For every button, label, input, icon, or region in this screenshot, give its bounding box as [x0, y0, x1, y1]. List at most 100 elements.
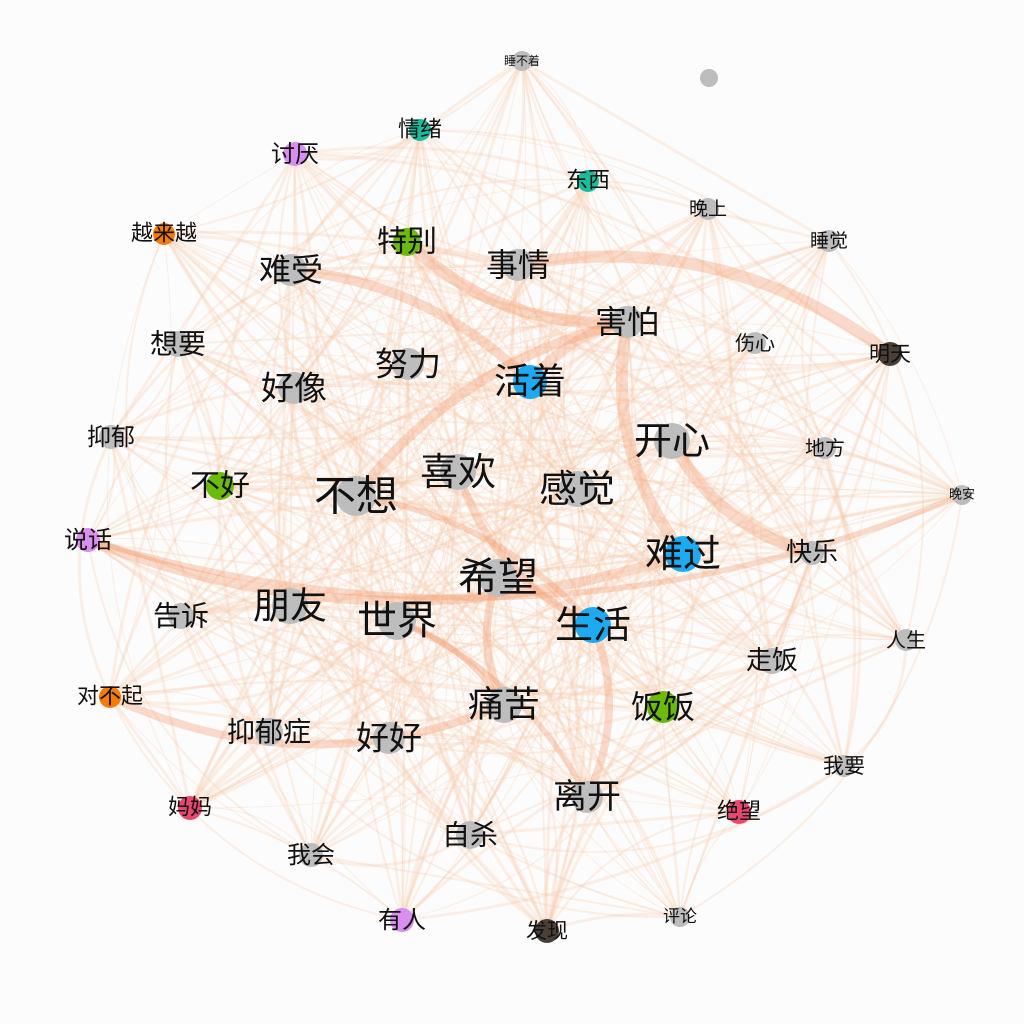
graph-edge	[707, 208, 963, 496]
graph-node-shuohua[interactable]	[76, 528, 100, 552]
graph-node-xiwang[interactable]	[479, 559, 517, 597]
graph-node-tebie[interactable]	[393, 228, 421, 256]
graph-node-shuibuzhao[interactable]	[512, 51, 532, 71]
graph-edge	[268, 488, 579, 734]
graph-node-tongku[interactable]	[486, 687, 522, 723]
graph-node-wanshang[interactable]	[697, 198, 719, 220]
graph-node-nanguo[interactable]	[665, 536, 701, 572]
node-label-duibuqi: 对不起	[77, 685, 143, 710]
graph-node-dongxi[interactable]	[577, 170, 599, 192]
graph-node-haipa[interactable]	[611, 306, 643, 338]
node-label-xihuan: 喜欢	[420, 450, 496, 494]
graph-node-gaosu[interactable]	[168, 603, 194, 629]
node-label-fanfan: 饭饭	[631, 688, 695, 726]
graph-node-duibuqi[interactable]	[99, 686, 121, 708]
graph-edge	[396, 240, 830, 622]
graph-node-juewang[interactable]	[727, 800, 751, 824]
graph-edge	[521, 60, 845, 767]
graph-node-shiqing[interactable]	[502, 249, 534, 281]
graph-edge	[292, 387, 398, 623]
graph-edge	[310, 240, 830, 856]
graph-node-isolated[interactable]	[700, 69, 718, 87]
graph-edge	[576, 434, 826, 490]
graph-edge	[592, 552, 813, 626]
graph-node-faxian[interactable]	[535, 919, 559, 943]
graph-edge	[267, 387, 296, 733]
graph-edge	[180, 264, 520, 618]
graph-edge	[177, 343, 291, 607]
graph-edge	[87, 538, 588, 799]
graph-node-shenghuo[interactable]	[575, 607, 611, 643]
graph-node-mingtian[interactable]	[878, 342, 902, 366]
graph-edge	[410, 129, 681, 918]
graph-node-wohui[interactable]	[299, 843, 323, 867]
graph-node-haohao[interactable]	[373, 722, 405, 754]
graph-node-kaixin[interactable]	[654, 423, 690, 459]
graph-node-shuijiao[interactable]	[818, 230, 840, 252]
graph-node-likai[interactable]	[571, 781, 603, 813]
graph-edge	[294, 153, 740, 813]
graph-edge	[110, 436, 681, 918]
graph-node-huozhe[interactable]	[513, 365, 547, 399]
graph-node-woyao[interactable]	[833, 755, 855, 777]
graph-node-rensheng[interactable]	[895, 629, 917, 651]
graph-edge	[290, 180, 589, 271]
graph-edge	[401, 764, 845, 922]
graph-node-pengyou[interactable]	[272, 588, 308, 624]
graph-node-xihuan[interactable]	[440, 454, 476, 490]
graph-edge	[388, 180, 589, 739]
graph-node-haoxiang[interactable]	[278, 372, 310, 404]
graph-edge	[219, 381, 531, 491]
graph-edge	[268, 208, 709, 733]
graph-edge	[529, 381, 773, 662]
graph-edge	[521, 59, 830, 243]
graph-edge	[400, 638, 907, 922]
graph-node-xiangyao[interactable]	[165, 331, 191, 357]
graph-node-taoyan[interactable]	[283, 142, 307, 166]
graph-node-youren[interactable]	[390, 908, 414, 932]
graph-edge	[289, 128, 421, 271]
graph-node-difang[interactable]	[814, 437, 836, 459]
graph-edge	[355, 495, 594, 626]
graph-edge	[188, 239, 830, 809]
graph-edge	[521, 60, 589, 182]
graph-node-ganjue[interactable]	[559, 471, 595, 507]
graph-node-buhao[interactable]	[206, 472, 234, 500]
graph-node-zisha[interactable]	[456, 821, 484, 849]
graph-edge	[753, 341, 827, 449]
graph-node-pinglun[interactable]	[670, 907, 690, 927]
graph-edge	[189, 806, 312, 856]
graph-node-yiyu[interactable]	[99, 425, 123, 449]
graph-edge	[162, 233, 404, 921]
graph-edge	[87, 494, 963, 574]
graph-edge	[277, 387, 295, 607]
graph-node-yuelaiyue[interactable]	[153, 223, 175, 245]
graph-edge	[503, 646, 773, 706]
graph-edge	[682, 240, 830, 555]
graph-node-mama[interactable]	[178, 796, 202, 820]
graph-node-nuli[interactable]	[392, 348, 424, 380]
graph-node-kuaile[interactable]	[800, 541, 824, 565]
graph-edge	[163, 233, 578, 490]
graph-edge	[293, 382, 963, 497]
graph-edge	[125, 233, 182, 617]
graph-node-wanan[interactable]	[952, 485, 972, 505]
graph-node-yiyuzheng[interactable]	[255, 718, 283, 746]
graph-node-buxiang[interactable]	[336, 476, 376, 516]
graph-node-shijie[interactable]	[378, 602, 416, 640]
graph-node-fanfan[interactable]	[647, 691, 679, 723]
graph-edge	[585, 208, 733, 798]
graph-edge	[407, 346, 826, 449]
graph-edge	[503, 552, 813, 706]
graph-node-shangxin[interactable]	[744, 332, 766, 354]
graph-node-nanshou[interactable]	[275, 254, 307, 286]
graph-node-zoufan[interactable]	[759, 648, 785, 674]
graph-node-qingxu[interactable]	[409, 119, 431, 141]
graph-edge	[163, 60, 523, 235]
graph-edge	[388, 321, 628, 739]
graph-edge	[419, 129, 773, 662]
graph-edge	[177, 342, 773, 663]
graph-edge	[309, 487, 578, 856]
node-label-haoxiang: 好像	[261, 369, 327, 408]
graph-edge-strong	[106, 693, 508, 749]
